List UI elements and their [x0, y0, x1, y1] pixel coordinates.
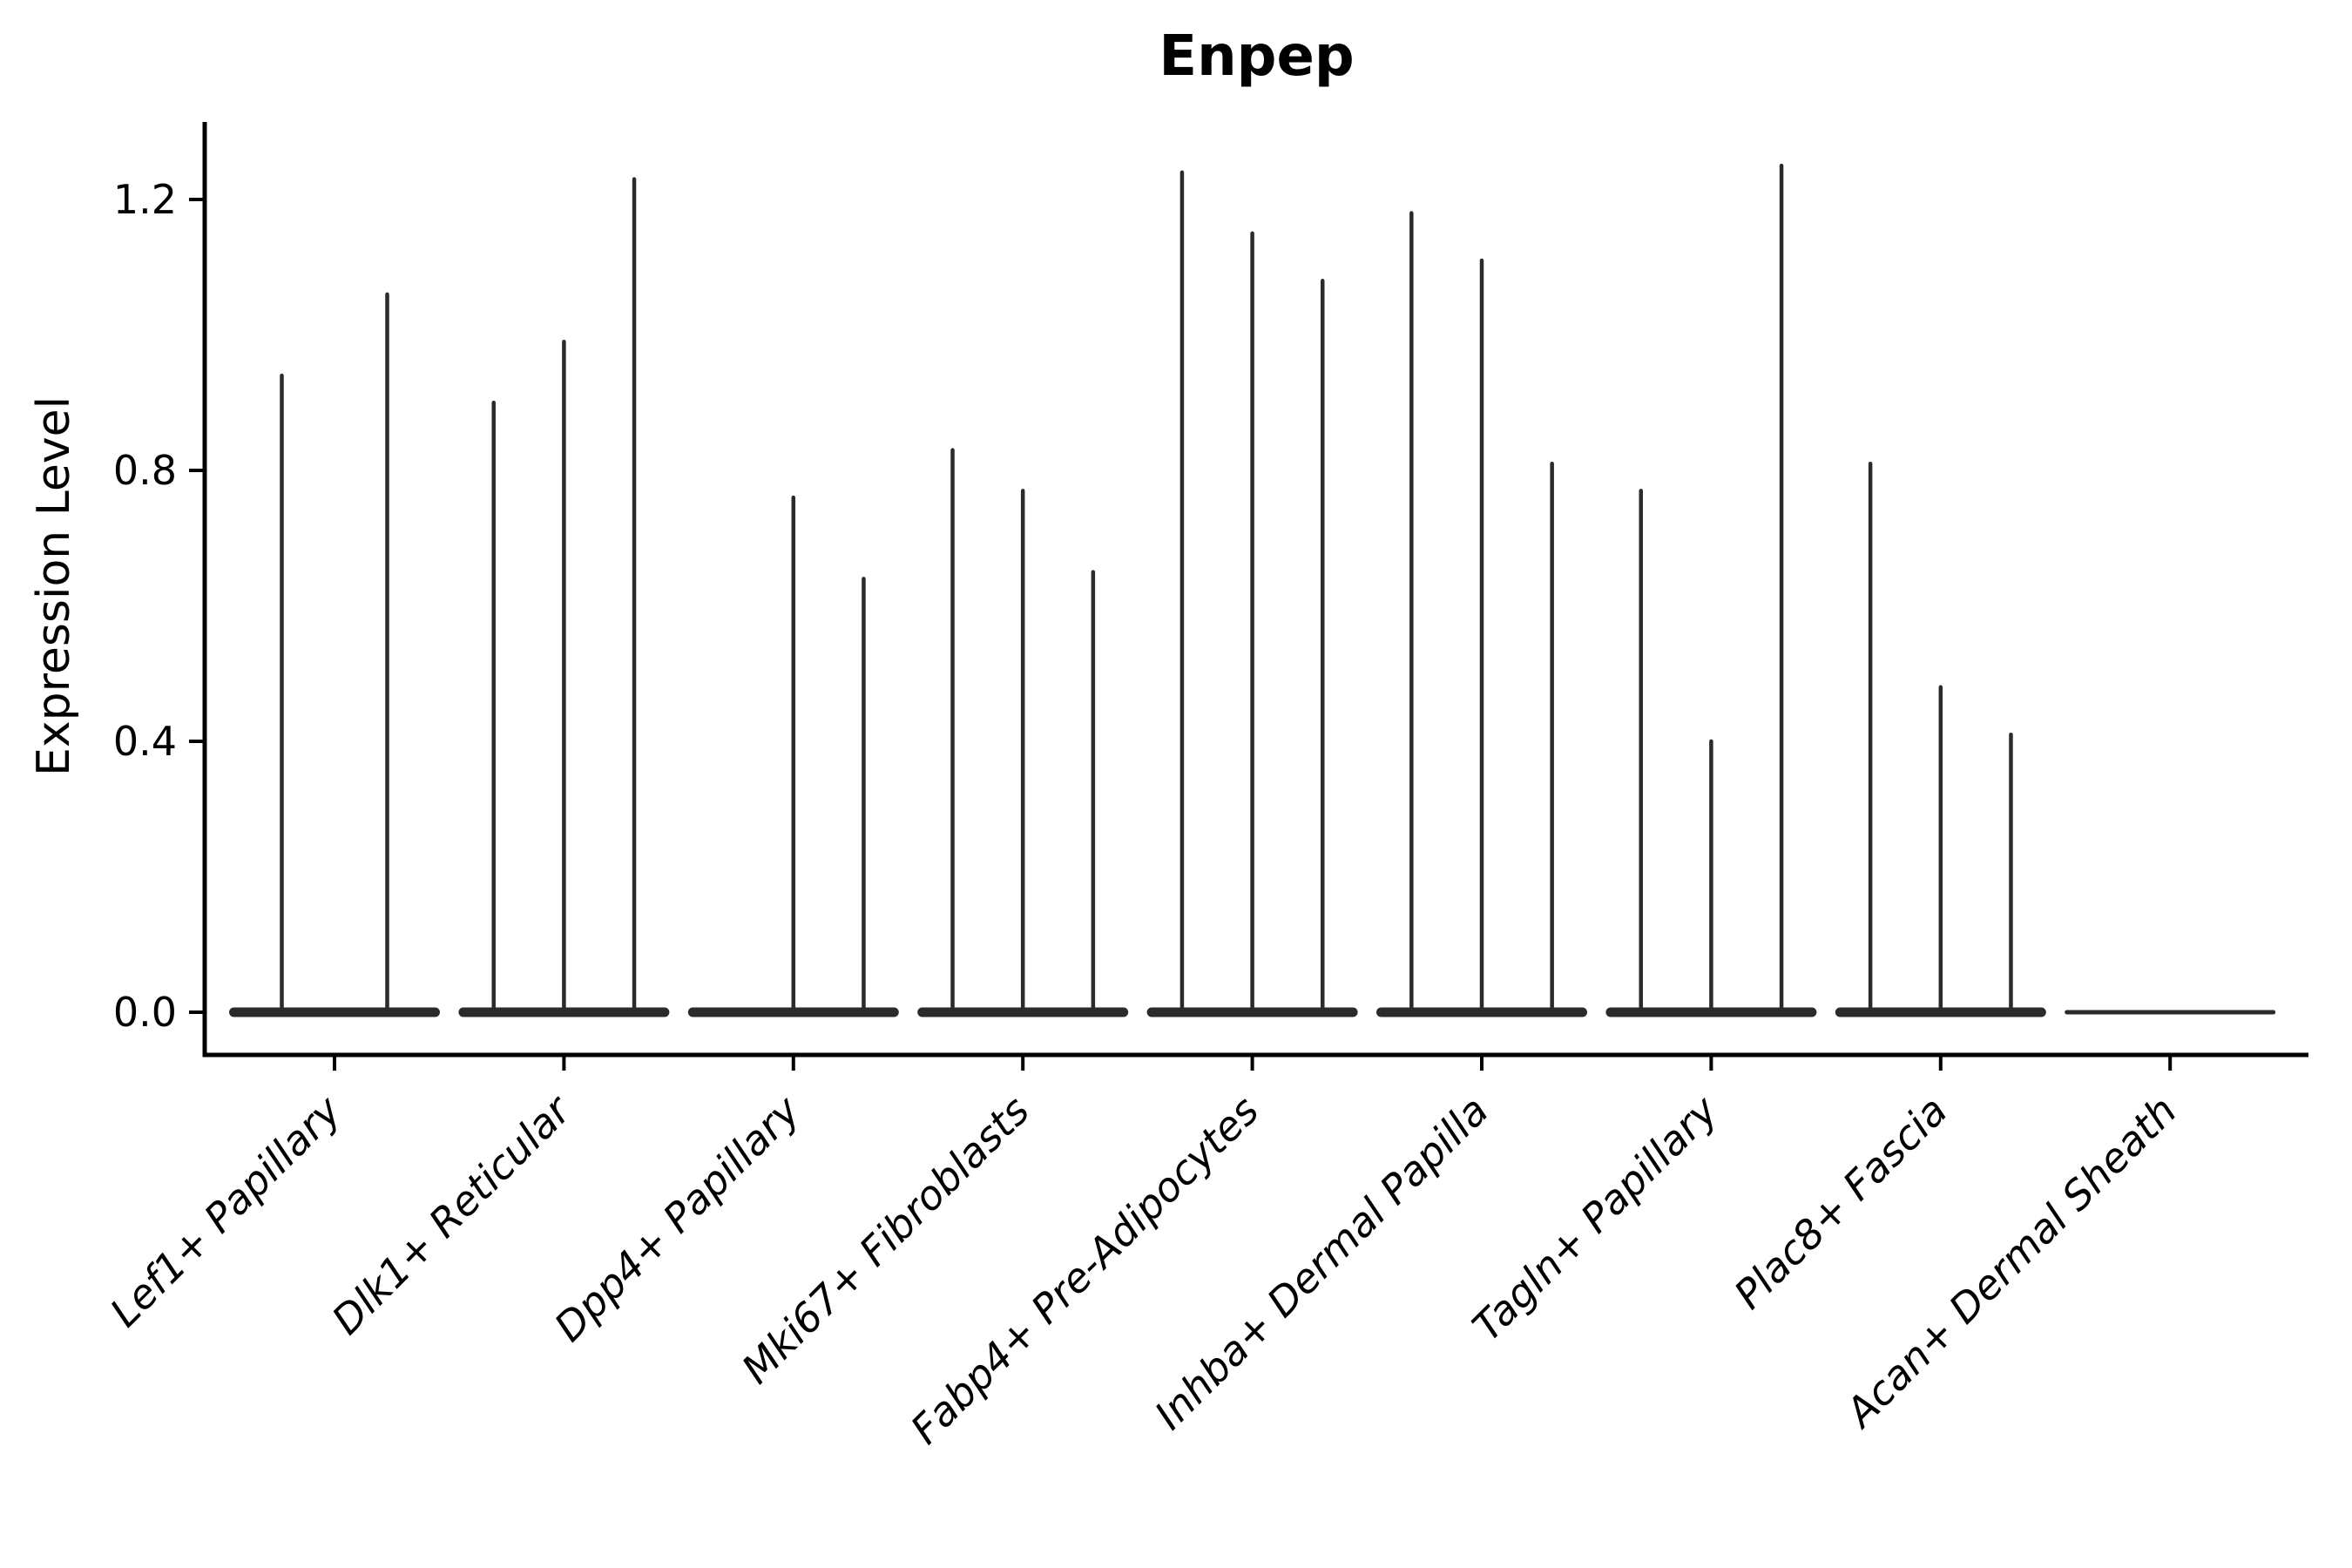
- x-tick-label: Lef1+ Papillary: [101, 1086, 350, 1335]
- x-tick-label: Dlk1+ Reticular: [323, 1085, 582, 1343]
- x-tick-label: Plac8+ Fascia: [1725, 1087, 1956, 1318]
- violin-baseline-flat: [2065, 1010, 2276, 1015]
- x-tick-label: Dpp4+ Papillary: [545, 1086, 809, 1350]
- violin-baseline: [229, 1007, 440, 1017]
- y-tick-label: 0.0: [113, 989, 177, 1036]
- y-tick-label: 0.4: [113, 718, 177, 765]
- chart-title: Enpep: [1159, 24, 1355, 89]
- y-tick-label: 0.8: [113, 447, 177, 494]
- y-tick-label: 1.2: [113, 176, 177, 223]
- x-tick-label: Tagln+ Papillary: [1463, 1086, 1727, 1350]
